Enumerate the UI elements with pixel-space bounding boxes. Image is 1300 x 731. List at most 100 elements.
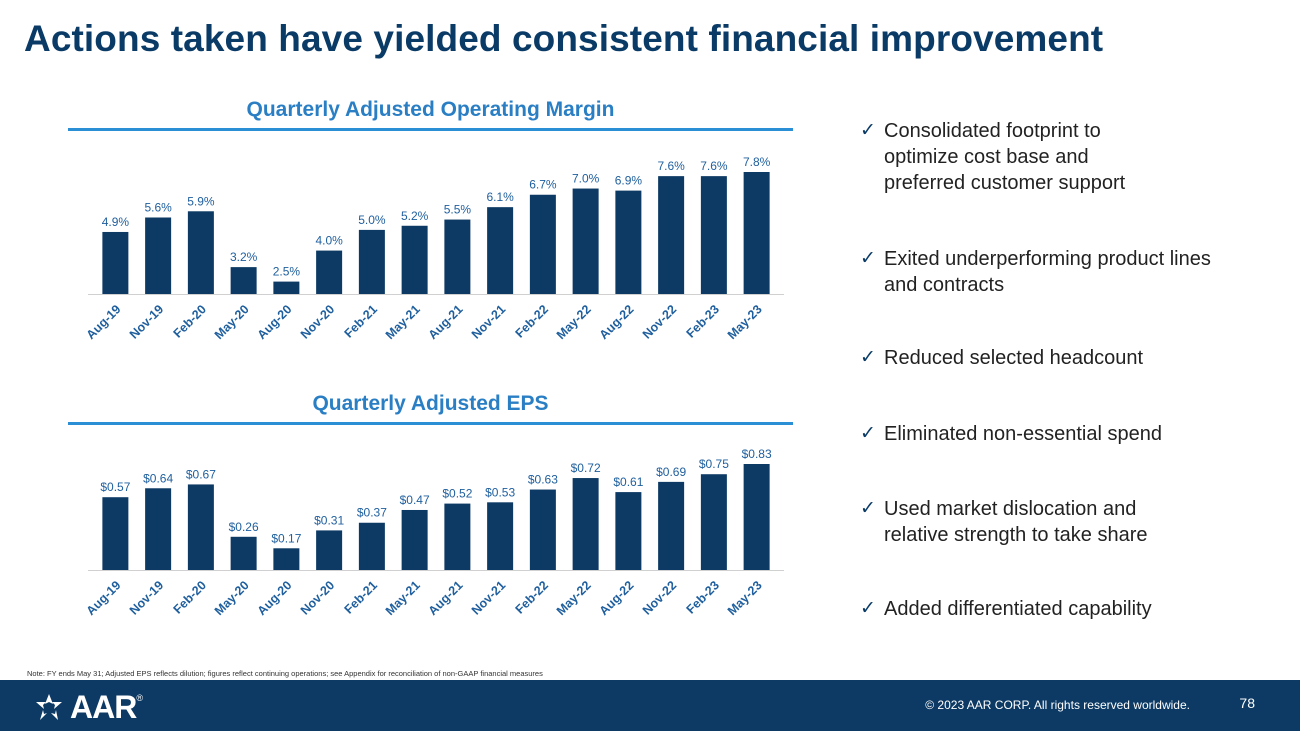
bullet-text: Exited underperforming product lines and… bbox=[884, 248, 1211, 296]
bar-Nov-21 bbox=[487, 502, 514, 570]
data-label: $0.63 bbox=[528, 473, 558, 487]
bar-Aug-20 bbox=[273, 281, 300, 294]
x-tick-label: May-23 bbox=[725, 302, 765, 342]
x-tick-label: Feb-23 bbox=[684, 578, 722, 616]
data-label: $0.61 bbox=[613, 475, 643, 489]
bar-Nov-20 bbox=[316, 250, 343, 294]
x-tick-label: Nov-22 bbox=[640, 578, 679, 617]
x-tick-label: Nov-19 bbox=[127, 578, 166, 617]
bar-Aug-22 bbox=[615, 190, 642, 294]
data-label: 4.0% bbox=[315, 234, 343, 248]
bar-May-20 bbox=[230, 536, 257, 570]
bar-May-21 bbox=[401, 509, 428, 570]
data-label: $0.67 bbox=[186, 467, 216, 481]
data-label: $0.72 bbox=[571, 461, 601, 475]
x-tick-label: Nov-22 bbox=[640, 302, 679, 341]
bar-Feb-21 bbox=[358, 522, 385, 570]
data-label: 7.6% bbox=[700, 159, 728, 173]
bar-May-23 bbox=[743, 464, 770, 570]
bar-Feb-23 bbox=[700, 176, 727, 294]
x-tick-label: Feb-21 bbox=[342, 302, 380, 340]
aar-logo-mark-icon bbox=[36, 693, 62, 720]
bar-Nov-21 bbox=[487, 207, 514, 294]
data-label: 5.5% bbox=[444, 203, 472, 217]
data-label: $0.17 bbox=[271, 531, 301, 545]
data-label: 7.8% bbox=[743, 155, 771, 169]
x-tick-label: Nov-21 bbox=[469, 578, 508, 617]
data-label: 6.7% bbox=[529, 178, 557, 192]
bar-Nov-20 bbox=[316, 530, 343, 570]
registered-mark: ® bbox=[136, 693, 143, 703]
bar-Nov-19 bbox=[145, 488, 172, 570]
bar-Aug-20 bbox=[273, 548, 300, 570]
bar-Aug-19 bbox=[102, 231, 129, 294]
bar-Aug-19 bbox=[102, 497, 129, 570]
bar-May-22 bbox=[572, 188, 599, 294]
data-label: 5.6% bbox=[144, 200, 172, 214]
x-tick-label: Feb-20 bbox=[171, 578, 209, 616]
bar-Aug-21 bbox=[444, 219, 471, 294]
bar-Feb-20 bbox=[187, 484, 214, 570]
bar-Nov-22 bbox=[658, 176, 685, 294]
bar-Aug-21 bbox=[444, 503, 471, 570]
footer-bar: AAR ® © 2023 AAR CORP. All rights reserv… bbox=[0, 680, 1300, 731]
x-tick-label: Nov-21 bbox=[469, 302, 508, 341]
data-label: 5.2% bbox=[401, 209, 429, 223]
checkmark-icon: ✓ bbox=[860, 598, 876, 619]
x-tick-label: Feb-20 bbox=[171, 302, 209, 340]
bar-Aug-22 bbox=[615, 492, 642, 570]
checkmark-icon: ✓ bbox=[860, 120, 876, 141]
x-tick-label: Aug-20 bbox=[255, 302, 295, 342]
bar-May-22 bbox=[572, 478, 599, 570]
bar-Feb-23 bbox=[700, 474, 727, 570]
page-title: Actions taken have yielded consistent fi… bbox=[24, 18, 1104, 59]
x-tick-label: Aug-21 bbox=[426, 302, 466, 342]
x-tick-label: May-20 bbox=[212, 578, 252, 618]
data-label: 2.5% bbox=[273, 265, 301, 279]
checkmark-icon: ✓ bbox=[860, 347, 876, 368]
bar-Nov-19 bbox=[145, 217, 172, 294]
bullet-item: ✓ Exited underperforming product lines a… bbox=[860, 246, 1280, 298]
footnote: Note: FY ends May 31; Adjusted EPS refle… bbox=[27, 669, 543, 678]
data-label: $0.37 bbox=[357, 506, 387, 520]
x-tick-label: Aug-20 bbox=[255, 578, 295, 618]
x-tick-label: Aug-22 bbox=[597, 578, 637, 618]
x-tick-label: May-21 bbox=[383, 302, 423, 342]
bar-Nov-22 bbox=[658, 481, 685, 570]
checkmark-icon: ✓ bbox=[860, 248, 876, 269]
x-tick-label: May-20 bbox=[212, 302, 252, 342]
bullet-item: ✓ Consolidated footprint to optimize cos… bbox=[860, 118, 1280, 196]
bullet-item: ✓ Reduced selected headcount bbox=[860, 345, 1280, 371]
bar-May-20 bbox=[230, 267, 257, 294]
margin-bar-chart: 4.9% Aug-19 5.6% Nov-19 5.9% Feb-20 3.2% May-20… bbox=[84, 155, 784, 342]
data-label: $0.52 bbox=[442, 487, 472, 501]
data-label: $0.75 bbox=[699, 457, 729, 471]
data-label: $0.57 bbox=[100, 480, 130, 494]
x-tick-label: Aug-22 bbox=[597, 302, 637, 342]
x-tick-label: May-21 bbox=[383, 578, 423, 618]
data-label: 3.2% bbox=[230, 250, 258, 264]
data-label: 5.0% bbox=[358, 213, 386, 227]
data-label: $0.53 bbox=[485, 485, 515, 499]
eps-chart-rule bbox=[68, 422, 793, 425]
bar-May-21 bbox=[401, 225, 428, 294]
data-label: $0.83 bbox=[742, 447, 772, 461]
bullet-text: Added differentiated capability bbox=[884, 598, 1152, 620]
margin-chart-title: Quarterly Adjusted Operating Margin bbox=[246, 98, 615, 121]
x-tick-label: Feb-21 bbox=[342, 578, 380, 616]
x-tick-label: Feb-23 bbox=[684, 302, 722, 340]
checkmark-icon: ✓ bbox=[860, 423, 876, 444]
margin-chart-rule bbox=[68, 128, 793, 131]
data-label: 7.6% bbox=[657, 159, 685, 173]
data-label: 7.0% bbox=[572, 172, 600, 186]
page-number: 78 bbox=[1239, 695, 1255, 711]
eps-bar-chart: $0.57 Aug-19 $0.64 Nov-19 $0.67 Feb-20 $0.26 Ma… bbox=[84, 447, 784, 618]
x-tick-label: Aug-19 bbox=[84, 578, 124, 618]
data-label: 6.9% bbox=[615, 174, 643, 188]
x-tick-label: Aug-19 bbox=[84, 302, 124, 342]
data-label: 6.1% bbox=[486, 190, 514, 204]
copyright-text: © 2023 AAR CORP. All rights reserved wor… bbox=[925, 698, 1190, 712]
x-tick-label: Nov-19 bbox=[127, 302, 166, 341]
bullet-item: ✓ Added differentiated capability bbox=[860, 596, 1280, 622]
x-tick-label: Feb-22 bbox=[513, 302, 551, 340]
